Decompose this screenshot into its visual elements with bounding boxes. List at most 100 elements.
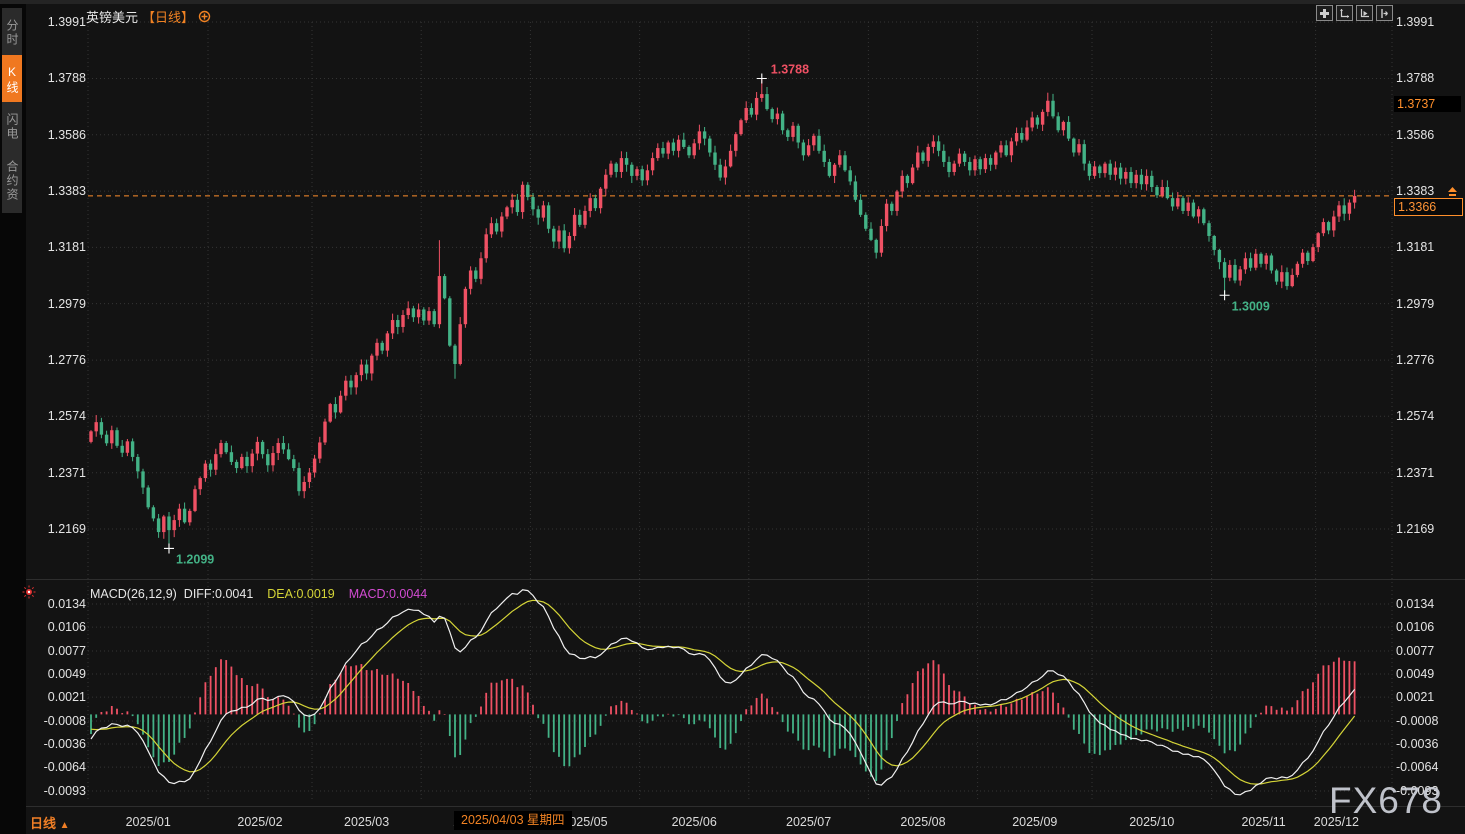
candle-body [1176,198,1180,207]
candle-body [801,142,806,156]
macd-histogram-bar [334,679,337,715]
macd-histogram-bar [178,714,181,743]
candle-body [604,174,608,189]
chart-plot-area[interactable] [88,22,1392,804]
price-axis-label: 1.2979 [1396,296,1435,311]
sidebar-tab-lightning-chart[interactable]: 闪电图 [2,102,22,152]
candle-body [89,431,93,442]
macd-axis-label: 0.0021 [1396,690,1435,705]
macd-histogram-bar [105,711,108,715]
month-axis-label: 2025/01 [125,815,171,829]
latest-price-arrow-icon[interactable] [1446,186,1459,204]
candle-body [754,97,759,115]
macd-histogram-bar [282,699,285,715]
candle-body [723,166,728,178]
extreme-cross-marker [756,73,767,84]
macd-histogram-bar [1353,661,1356,715]
macd-histogram-bar [1327,665,1330,715]
macd-axis-label: 0.0134 [1396,597,1435,611]
candle-body [1207,223,1211,236]
macd-settings-label: MACD(26,12,9) DIFF:0.0041 [90,587,254,601]
macd-histogram-bar [1156,714,1158,732]
macd-axis-label: -0.0064 [1396,760,1439,775]
candle-body [453,345,457,364]
macd-histogram-bar [745,709,748,715]
candle-body [1009,141,1014,156]
macd-histogram-bar [604,714,607,716]
macd-histogram-bar [823,714,826,752]
timeframe-selector[interactable]: 日线 ▲ [30,813,70,832]
candle-body [572,214,577,236]
scale-y-axis-icon[interactable] [1356,5,1373,21]
macd-histogram-bar [521,685,524,715]
macd-axis-label: 0.0021 [47,690,86,705]
low-price-annotation: 1.3009 [1232,299,1270,313]
macd-histogram-bar [542,714,545,724]
price-axis-label: 1.3991 [47,15,86,29]
candle-body [957,153,962,164]
candle-body [312,458,317,473]
macd-histogram-bar [1114,714,1117,746]
candle-body [1202,209,1206,224]
candle-body [666,142,670,154]
month-axis-label: 2025/08 [900,815,946,829]
sidebar-tab-time-chart[interactable]: 分时图 [2,8,22,58]
macd-histogram-bar [162,714,165,763]
candle-body [1025,127,1029,140]
macd-histogram-bar [1348,661,1351,715]
candle-body [858,199,863,215]
macd-histogram-bar [578,714,581,755]
candle-body [442,276,447,299]
macd-histogram-bar [703,714,706,722]
macd-histogram-bar [386,674,389,715]
macd-diff-value: DIFF:0.0041 [183,587,254,601]
macd-histogram-bar [402,680,404,715]
macd-histogram-bar [724,714,727,750]
macd-histogram-bar [911,683,914,715]
candle-body [1165,187,1170,199]
chart-settings-icon[interactable] [198,10,211,23]
candle-body [546,205,551,229]
candle-body [1087,163,1092,176]
macd-histogram-bar [698,714,701,721]
macd-histogram-bar [573,714,576,758]
candle-body [593,198,598,209]
go-to-latest-icon[interactable] [1376,5,1393,21]
macd-histogram-bar [459,714,462,755]
macd-dea-line [90,599,1356,785]
candle-body [531,197,535,210]
candle-body [104,434,109,444]
candle-body [692,143,696,156]
candle-body [968,161,972,171]
macd-histogram-bar [870,714,872,777]
macd-histogram-bar [1124,714,1127,741]
macd-histogram-bar [636,713,638,715]
scale-both-axes-icon[interactable] [1336,5,1353,21]
candle-body [952,163,956,172]
sidebar-tab-contract-info[interactable]: 合约资料 [2,149,22,213]
candle-body [910,167,915,184]
candle-body [1150,175,1154,188]
candle-body [172,520,176,531]
candle-body [1248,258,1253,268]
candle-body [229,452,234,462]
macd-histogram-bar [1275,709,1278,715]
macd-histogram-bar [1312,682,1314,715]
candle-body [822,150,826,162]
macd-histogram-bar [95,714,98,718]
macd-histogram-bar [1005,706,1008,715]
macd-histogram-bar [230,666,233,715]
candle-body [718,164,722,178]
candle-body [401,315,405,327]
candle-body [978,159,982,170]
macd-histogram-bar [506,678,508,715]
candle-body [1077,144,1081,153]
macd-histogram-bar [1239,714,1242,745]
pan-tool-icon[interactable] [1316,5,1333,21]
macd-histogram-bar [1171,714,1174,732]
candle-body [234,461,239,469]
macd-histogram-bar [1213,714,1216,740]
candle-body [1030,117,1034,128]
sidebar-tab-kline-chart[interactable]: K线图 [2,55,22,105]
macd-histogram-bar [261,688,264,715]
